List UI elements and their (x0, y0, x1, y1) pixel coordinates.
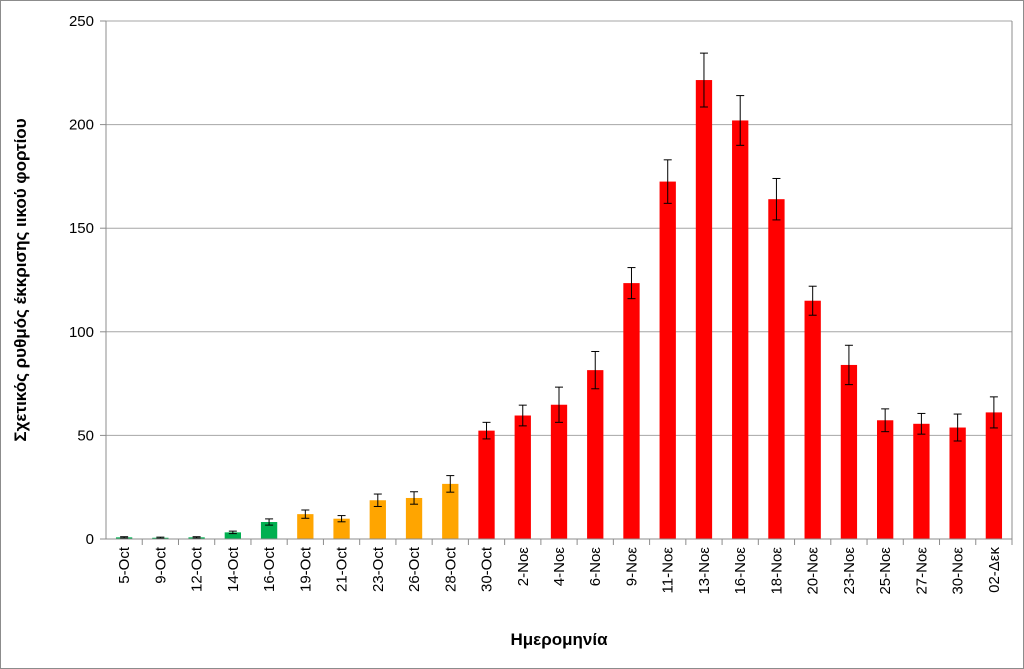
x-tick-label: 14-Oct (225, 546, 242, 592)
error-bars (120, 52, 998, 539)
x-tick-label: 26-Oct (406, 546, 423, 592)
x-tick-label: 12-Oct (189, 546, 206, 592)
bar (877, 420, 894, 539)
y-tick-label: 0 (86, 531, 94, 548)
x-tick-label: 2-Νοε (515, 547, 532, 587)
bar (659, 181, 676, 539)
bar (913, 423, 930, 539)
x-tick-label: 6-Νοε (587, 547, 604, 587)
bar (405, 497, 423, 539)
bar (442, 483, 459, 539)
x-tick-label: 23-Oct (370, 546, 387, 592)
bar (478, 430, 495, 539)
bar (297, 514, 314, 539)
bar (695, 80, 713, 539)
y-tick-label: 200 (69, 117, 94, 134)
x-tick-label: 16-Νοε (732, 547, 749, 595)
y-axis-title: Σχετικός ρυθμός έκκρισης ιικού φορτίου (11, 118, 30, 441)
y-tick-label: 100 (69, 324, 94, 341)
x-tick-label: 5-Oct (116, 546, 133, 584)
x-tick-label: 4-Νοε (551, 547, 568, 587)
bar (732, 120, 749, 540)
bar (514, 415, 531, 539)
x-tick-label: 20-Νοε (805, 547, 822, 595)
y-tick-label: 150 (69, 220, 94, 237)
y-tick-label: 250 (69, 13, 94, 30)
bar (623, 283, 640, 539)
x-tick-label: 9-Νοε (623, 547, 640, 587)
bar (768, 199, 785, 539)
x-tick-label: 13-Νοε (696, 547, 713, 595)
gridlines (106, 20, 1012, 436)
y-tick-label: 50 (77, 427, 94, 444)
bar (804, 300, 821, 539)
x-tick-label: 28-Oct (442, 546, 459, 592)
x-axis-title: Ημερομηνία (510, 630, 608, 649)
x-tick-labels: 5-Oct 9-Oct 12-Oct 14-Oct 16-Oct 19-Oct 21-Oct… (116, 546, 1003, 594)
x-tick-label: 11-Νοε (660, 547, 677, 594)
bar (587, 370, 604, 539)
bar (840, 364, 858, 539)
bars (115, 80, 1003, 540)
x-tick-label: 23-Νοε (841, 547, 858, 595)
bar (550, 404, 568, 539)
x-tick-label: 16-Oct (261, 546, 278, 592)
x-tick-label: 9-Oct (152, 546, 169, 584)
y-tick-labels: 0 50 100 150 200 250 (69, 13, 94, 548)
bar (260, 522, 278, 539)
bar (333, 518, 350, 539)
x-tick-label: 30-Oct (479, 546, 496, 592)
x-tick-label: 25-Νοε (877, 547, 894, 595)
bar (985, 412, 1003, 539)
x-tick-label: 19-Oct (297, 546, 314, 592)
bar (949, 427, 966, 539)
x-tick-label: 18-Νοε (768, 547, 785, 595)
axes (100, 20, 1013, 545)
x-tick-label: 30-Νοε (950, 547, 967, 595)
bar (369, 500, 386, 539)
bar (224, 532, 241, 539)
x-tick-label: 21-Oct (334, 546, 351, 592)
x-tick-label: 27-Νοε (913, 547, 930, 595)
x-tick-label: 02-Δεκ (986, 547, 1003, 593)
